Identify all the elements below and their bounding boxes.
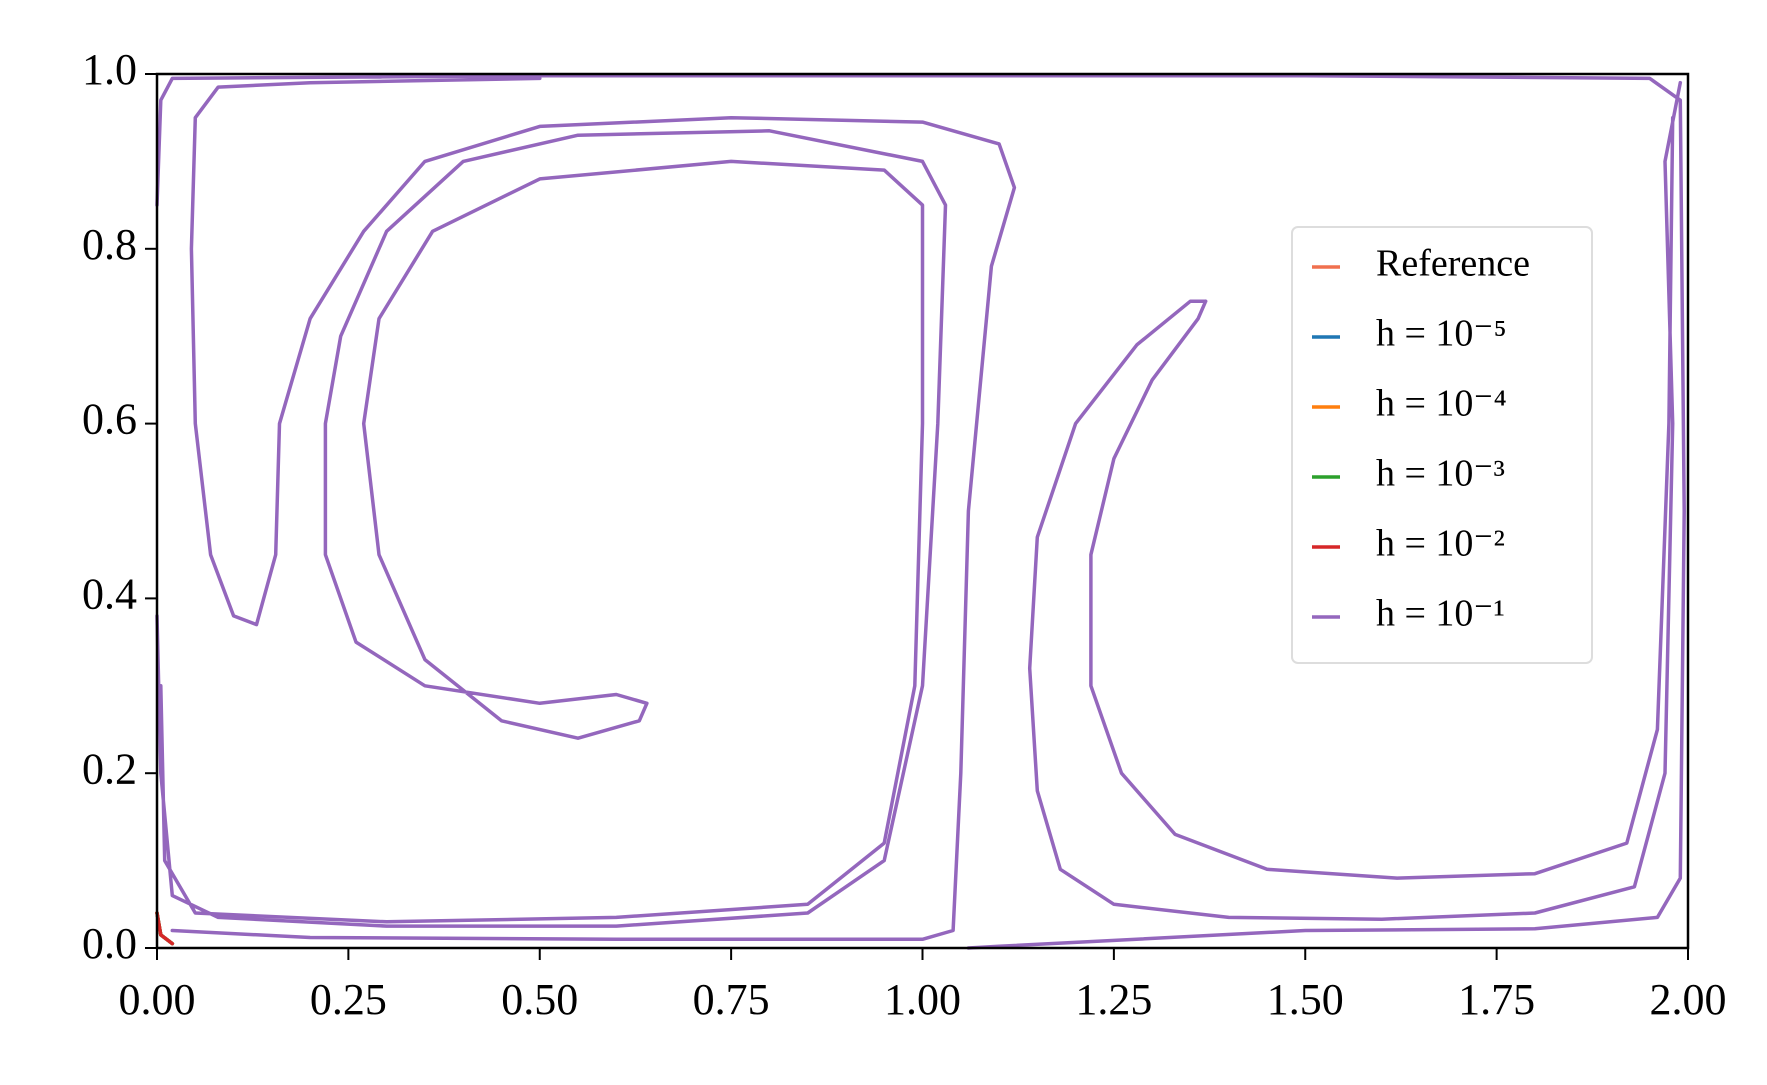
y-tick-label: 0.4 [82, 569, 137, 618]
plot-frame [155, 72, 1690, 950]
legend-label: h = 10⁻³ [1376, 453, 1505, 495]
y-tick-label: 0.0 [82, 919, 137, 968]
y-tick-label: 0.8 [82, 220, 137, 269]
x-tick-label: 1.50 [1267, 975, 1344, 1024]
x-tick-label: 1.25 [1075, 975, 1152, 1024]
y-tick-label: 1.0 [82, 45, 137, 94]
y-tick-label: 0.2 [82, 744, 137, 793]
x-tick-label: 0.00 [119, 975, 196, 1024]
x-tick-label: 0.25 [310, 975, 387, 1024]
x-tick-label: 1.00 [884, 975, 961, 1024]
legend-label: h = 10⁻² [1376, 523, 1505, 565]
legend-label: h = 10⁻⁵ [1376, 313, 1507, 355]
legend-box [1291, 226, 1593, 664]
legend: Reference h = 10⁻⁵ h = 10⁻⁴ h = 10⁻³ h = 10⁻… [1291, 226, 1593, 664]
legend-label: h = 10⁻⁴ [1376, 383, 1507, 425]
y-tick-label: 0.6 [82, 395, 137, 444]
series-line [155, 73, 1686, 950]
x-tick-label: 0.50 [501, 975, 578, 1024]
x-tick-label: 1.75 [1458, 975, 1535, 1024]
x-tick-label: 0.75 [693, 975, 770, 1024]
x-tick-label: 2.00 [1650, 975, 1727, 1024]
legend-label: h = 10⁻¹ [1376, 593, 1505, 635]
legend-label: Reference [1376, 243, 1530, 285]
series-line [155, 911, 175, 946]
